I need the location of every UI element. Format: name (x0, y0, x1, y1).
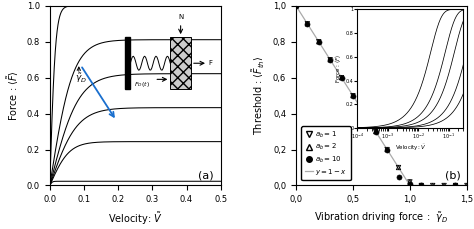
Point (383, 148, 391, 151)
Point (303, 22, 311, 25)
Point (361, 112, 368, 115)
Point (452, 184, 459, 187)
Point (292, 4, 300, 8)
Legend: $a_b = 1$, $a_b = 2$, $a_b = 10$, $y = 1 - x$: $a_b = 1$, $a_b = 2$, $a_b = 10$, $y = 1… (301, 126, 351, 180)
Point (383, 148, 391, 151)
Point (326, 58, 334, 62)
Point (315, 40, 322, 44)
Point (338, 76, 346, 79)
Point (372, 130, 380, 133)
Point (395, 166, 402, 169)
X-axis label: Velocity: $\tilde{V}$: Velocity: $\tilde{V}$ (108, 210, 163, 227)
Point (303, 22, 311, 25)
Point (338, 76, 346, 79)
Point (452, 184, 459, 187)
Point (440, 184, 448, 187)
Point (349, 94, 357, 98)
Point (349, 94, 357, 98)
Point (315, 40, 322, 44)
Point (292, 4, 300, 8)
Point (452, 184, 459, 187)
Point (406, 180, 414, 184)
Text: (a): (a) (199, 170, 214, 180)
Point (383, 148, 391, 151)
Text: (b): (b) (445, 170, 460, 180)
Point (395, 166, 402, 169)
Point (372, 130, 380, 133)
Point (463, 184, 471, 187)
Point (338, 76, 346, 79)
Point (440, 184, 448, 187)
Point (292, 4, 300, 8)
Y-axis label: Threshold : $\langle\tilde{F}_{th}\rangle$: Threshold : $\langle\tilde{F}_{th}\rangl… (251, 56, 267, 135)
Point (418, 184, 425, 187)
X-axis label: Vibration driving force :  $\tilde{\gamma}_D$: Vibration driving force : $\tilde{\gamma… (314, 210, 448, 225)
Point (361, 112, 368, 115)
Point (418, 184, 425, 187)
Point (326, 58, 334, 62)
Point (395, 175, 402, 178)
Point (315, 40, 322, 44)
Point (429, 184, 437, 187)
Point (303, 22, 311, 25)
Point (326, 58, 334, 62)
Point (406, 182, 414, 185)
Point (429, 184, 437, 187)
Point (349, 94, 357, 98)
Point (406, 180, 414, 184)
Text: $\tilde{\gamma}_D$: $\tilde{\gamma}_D$ (75, 71, 87, 85)
Point (372, 130, 380, 133)
Point (361, 112, 368, 115)
Point (463, 184, 471, 187)
Y-axis label: Force : $\langle\tilde{F}\rangle$: Force : $\langle\tilde{F}\rangle$ (5, 70, 21, 121)
Point (418, 184, 425, 187)
